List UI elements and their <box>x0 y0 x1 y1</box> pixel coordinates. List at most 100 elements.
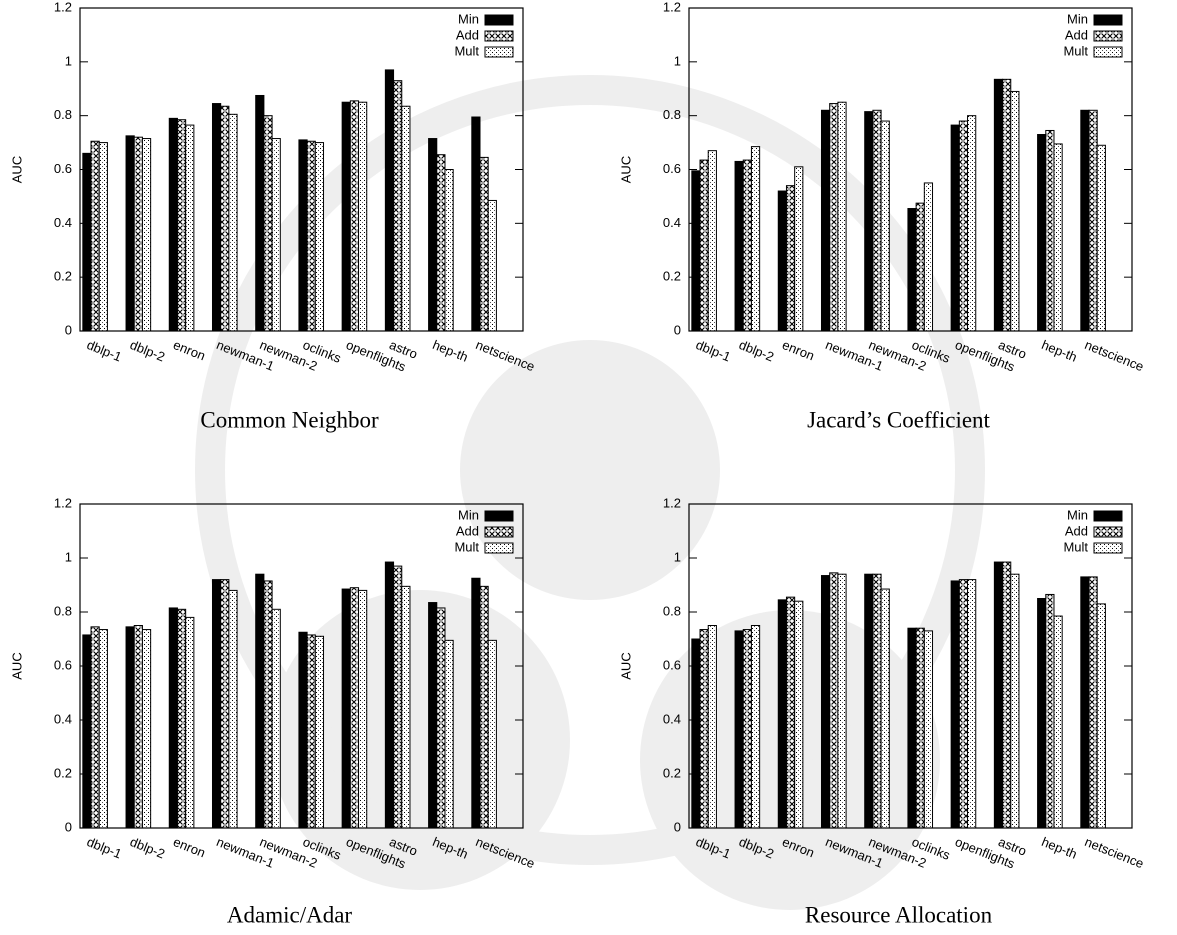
bar <box>142 139 150 331</box>
bar <box>1089 577 1097 828</box>
y-tick-label: 0.4 <box>54 711 72 726</box>
legend-swatch <box>1094 47 1122 57</box>
bar <box>256 574 264 828</box>
bar <box>1046 594 1054 828</box>
x-tick-label: enron <box>171 337 207 363</box>
legend-label: Min <box>458 507 479 522</box>
bar <box>212 580 220 828</box>
bar <box>212 104 220 331</box>
bar <box>91 141 99 331</box>
bar <box>299 632 307 828</box>
bar <box>924 183 932 331</box>
bar <box>264 581 272 828</box>
bar <box>342 589 350 828</box>
bar <box>229 590 237 828</box>
bar <box>134 137 142 331</box>
bar <box>838 574 846 828</box>
bar <box>873 574 881 828</box>
bar <box>126 627 134 828</box>
y-tick-label: 1.2 <box>663 495 681 510</box>
legend-label: Mult <box>1063 539 1088 554</box>
figure: 00.20.40.60.811.2AUCdblp-1dblp-2enronnew… <box>0 0 1177 935</box>
y-tick-label: 0.4 <box>54 215 72 230</box>
bar <box>865 574 873 828</box>
panel: 00.20.40.60.811.2AUCdblp-1dblp-2enronnew… <box>618 0 1146 432</box>
bar <box>429 603 437 828</box>
bar <box>488 200 496 331</box>
bar <box>994 79 1002 331</box>
y-tick-label: 1 <box>65 549 72 564</box>
legend-label: Add <box>1065 27 1088 42</box>
y-tick-label: 1.2 <box>663 0 681 14</box>
bar <box>169 118 177 331</box>
bar <box>968 580 976 828</box>
legend-label: Add <box>1065 523 1088 538</box>
x-tick-label: enron <box>780 337 816 363</box>
bar <box>1038 135 1046 331</box>
x-tick-label: dblp-2 <box>128 337 167 364</box>
legend-label: Min <box>458 11 479 26</box>
legend-swatch <box>485 527 513 537</box>
bar <box>91 627 99 828</box>
bar <box>968 116 976 331</box>
panel-title: Adamic/Adar <box>227 902 353 927</box>
x-tick-label: dblp-1 <box>85 337 124 364</box>
y-tick-label: 1.2 <box>54 495 72 510</box>
panel-title: Jacard’s Coefficient <box>807 407 990 432</box>
bar <box>402 586 410 828</box>
bar <box>488 640 496 828</box>
legend-swatch <box>1094 527 1122 537</box>
legend-label: Min <box>1067 11 1088 26</box>
y-tick-label: 0.6 <box>663 161 681 176</box>
bar <box>315 636 323 828</box>
legend-swatch <box>1094 15 1122 25</box>
bar <box>186 125 194 331</box>
bar <box>1081 110 1089 331</box>
bar <box>480 157 488 331</box>
y-tick-label: 0.6 <box>54 161 72 176</box>
bar <box>1011 574 1019 828</box>
bar <box>1046 130 1054 331</box>
bar <box>959 121 967 331</box>
bar <box>708 151 716 331</box>
y-tick-label: 0.2 <box>54 765 72 780</box>
x-tick-label: hep-th <box>430 337 470 365</box>
bar <box>951 581 959 828</box>
bar <box>186 617 194 828</box>
legend-swatch <box>1094 511 1122 521</box>
bar <box>821 110 829 331</box>
bar <box>99 630 107 828</box>
y-tick-label: 0.2 <box>54 269 72 284</box>
y-tick-label: 0 <box>674 819 681 834</box>
bar <box>743 160 751 331</box>
bar <box>1054 616 1062 828</box>
bar <box>472 117 480 331</box>
bar <box>350 101 358 331</box>
bar <box>786 186 794 331</box>
bar <box>169 608 177 828</box>
y-axis-label: AUC <box>9 652 24 679</box>
legend-swatch <box>485 511 513 521</box>
bar <box>881 589 889 828</box>
bar <box>350 588 358 828</box>
y-tick-label: 0.2 <box>663 765 681 780</box>
bar <box>751 147 759 331</box>
bar <box>1097 604 1105 828</box>
x-tick-label: dblp-1 <box>85 834 124 861</box>
bar <box>142 630 150 828</box>
bar <box>177 120 185 331</box>
bar <box>83 635 91 828</box>
bar <box>134 626 142 829</box>
bar <box>951 125 959 331</box>
bar <box>795 601 803 828</box>
y-tick-label: 0.8 <box>663 603 681 618</box>
bar <box>83 153 91 331</box>
bar <box>1081 577 1089 828</box>
y-tick-label: 1 <box>674 53 681 68</box>
bar <box>221 580 229 828</box>
legend-label: Min <box>1067 507 1088 522</box>
bar <box>700 160 708 331</box>
bar <box>437 608 445 828</box>
y-tick-label: 0.6 <box>663 657 681 672</box>
